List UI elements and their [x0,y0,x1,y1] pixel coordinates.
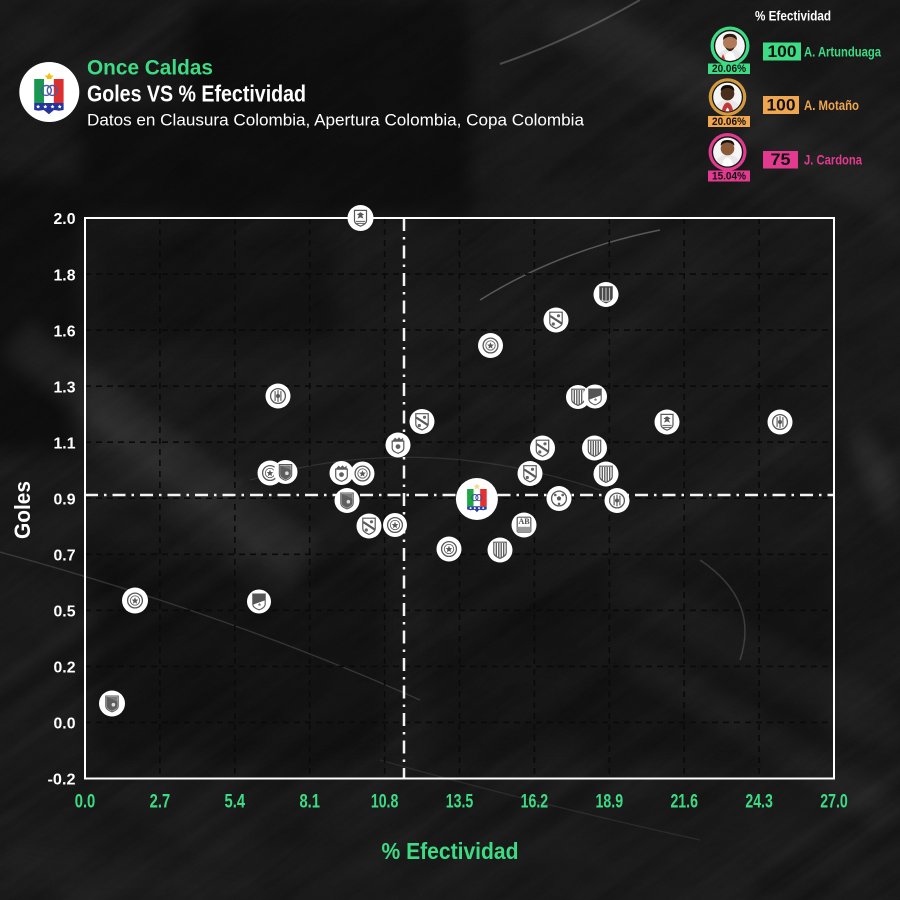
svg-text:13.5: 13.5 [446,791,474,813]
svg-text:27.0: 27.0 [820,791,848,813]
svg-text:24.3: 24.3 [745,791,773,813]
svg-text:J. Cardona: J. Cardona [804,152,862,168]
svg-text:Goles VS % Efectividad: Goles VS % Efectividad [87,81,306,107]
svg-text:100: 100 [767,97,796,115]
svg-text:0.0: 0.0 [75,791,96,813]
svg-text:A. Artunduaga: A. Artunduaga [804,44,881,60]
svg-text:10.8: 10.8 [371,791,399,813]
svg-text:1.3: 1.3 [54,379,76,396]
svg-text:Datos en Clausura Colombia, Ap: Datos en Clausura Colombia, Apertura Col… [87,111,585,130]
svg-text:1.8: 1.8 [54,267,76,284]
svg-text:15.04%: 15.04% [712,171,746,183]
svg-text:75: 75 [771,151,791,169]
svg-text:2.7: 2.7 [150,791,171,813]
svg-text:Once Caldas: Once Caldas [87,57,213,80]
svg-text:20.06%: 20.06% [712,116,746,128]
svg-text:21.6: 21.6 [670,791,698,813]
svg-text:% Efectividad: % Efectividad [755,9,831,24]
svg-text:2.0: 2.0 [54,211,76,228]
svg-text:0.5: 0.5 [54,604,76,621]
svg-text:0.9: 0.9 [54,491,76,508]
svg-text:A. Motaño: A. Motaño [804,97,859,113]
svg-text:18.9: 18.9 [596,791,624,813]
svg-text:20.06%: 20.06% [712,63,746,75]
svg-text:1.1: 1.1 [54,435,76,452]
svg-text:0.7: 0.7 [54,548,76,565]
svg-text:100: 100 [768,43,797,61]
svg-text:% Efectividad: % Efectividad [382,838,519,864]
svg-text:5.4: 5.4 [225,791,246,813]
svg-text:0.0: 0.0 [54,716,76,733]
svg-text:Goles: Goles [10,481,35,539]
svg-text:-0.2: -0.2 [48,772,76,789]
svg-text:1.6: 1.6 [54,323,76,340]
svg-text:16.2: 16.2 [521,791,549,813]
svg-text:8.1: 8.1 [299,791,320,813]
svg-text:0.2: 0.2 [54,660,76,677]
